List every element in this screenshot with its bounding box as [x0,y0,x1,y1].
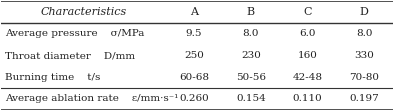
Text: B: B [247,7,255,17]
Text: 250: 250 [184,51,204,60]
Text: 6.0: 6.0 [299,29,316,38]
Text: 70-80: 70-80 [349,73,379,82]
Text: Average ablation rate    ε/mm·s⁻¹: Average ablation rate ε/mm·s⁻¹ [5,94,178,103]
Text: 0.110: 0.110 [293,94,322,103]
Text: 0.154: 0.154 [236,94,266,103]
Text: A: A [190,7,198,17]
Text: Average pressure    σ/MPa: Average pressure σ/MPa [5,29,145,38]
Text: 9.5: 9.5 [186,29,202,38]
Text: 330: 330 [354,51,374,60]
Text: 42-48: 42-48 [292,73,323,82]
Text: 0.197: 0.197 [349,94,379,103]
Text: Throat diameter    D/mm: Throat diameter D/mm [5,51,136,60]
Text: 8.0: 8.0 [243,29,259,38]
Text: 230: 230 [241,51,261,60]
Text: 160: 160 [297,51,318,60]
Text: 50-56: 50-56 [236,73,266,82]
Text: D: D [360,7,369,17]
Text: 60-68: 60-68 [179,73,209,82]
Text: C: C [303,7,312,17]
Text: Characteristics: Characteristics [41,7,126,17]
Text: 0.260: 0.260 [179,94,209,103]
Text: Burning time    t/s: Burning time t/s [5,73,101,82]
Text: 8.0: 8.0 [356,29,372,38]
